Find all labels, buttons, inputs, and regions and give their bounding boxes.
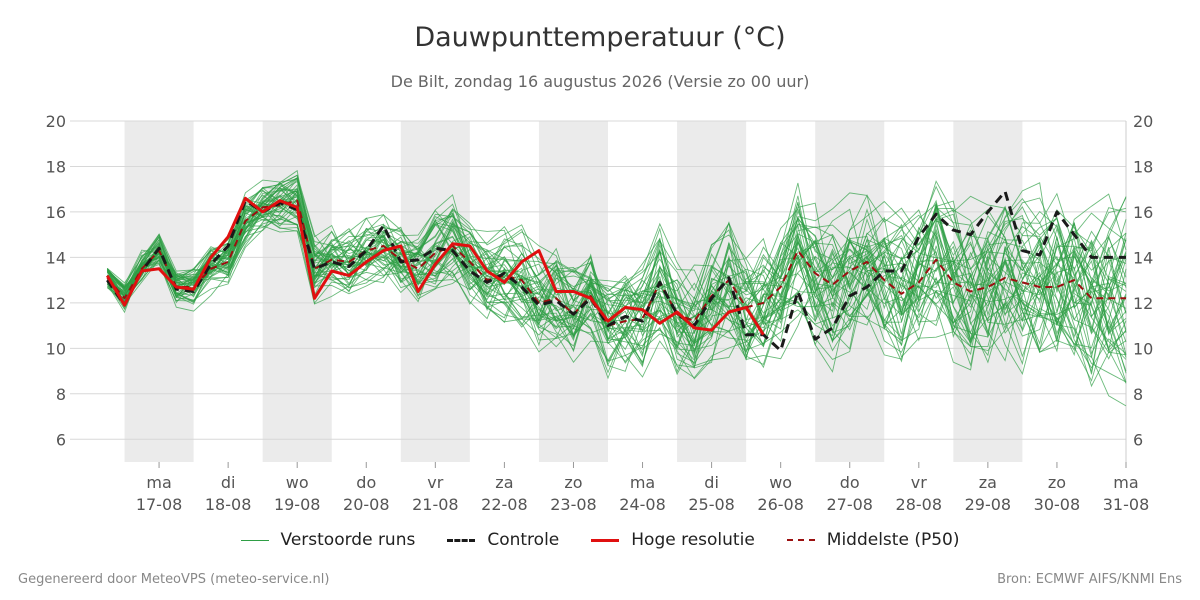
x-tick-weekday: za [979, 473, 997, 492]
x-tick-date: 25-08 [688, 495, 735, 514]
ensemble-member-line [106, 213, 1127, 369]
legend-label-control: Controle [487, 530, 560, 550]
y-tick-label-left: 6 [56, 430, 66, 449]
y-tick-label-right: 8 [1133, 385, 1143, 404]
x-axis-ticks: ma 17-08 di 18-08 wo 19-08 do 20-08 vr 21-08 za 22-… [136, 462, 1149, 514]
x-tick-date: 27-08 [826, 495, 873, 514]
x-tick-date: 23-08 [550, 495, 597, 514]
x-tick-weekday: ma [1113, 473, 1138, 492]
legend-swatch-ensemble [240, 539, 269, 541]
x-tick-weekday: zo [564, 473, 582, 492]
x-tick-weekday: vr [911, 473, 927, 492]
legend: Verstoorde runs Controle Hoge resolutie … [0, 530, 1200, 550]
x-tick-weekday: di [221, 473, 236, 492]
y-axis-ticks: 6 6 8 8 10 10 12 12 14 14 16 16 18 18 20 20 [46, 112, 1154, 449]
x-tick-date: 18-08 [205, 495, 252, 514]
ensemble-member-line [107, 177, 1127, 356]
x-tick-weekday: ma [630, 473, 655, 492]
ensemble-member-line [107, 205, 1127, 363]
ensemble-member-line [106, 194, 1127, 376]
x-tick-weekday: wo [286, 473, 309, 492]
legend-item-ensemble: Verstoorde runs [240, 530, 416, 550]
ensemble-member-line [106, 188, 1127, 388]
x-tick-date: 26-08 [757, 495, 804, 514]
footer-source: Bron: ECMWF AIFS/KNMI Ens [997, 572, 1182, 587]
x-tick-weekday: di [704, 473, 719, 492]
y-tick-label-left: 18 [46, 157, 66, 176]
ensemble-member-line [106, 211, 1127, 380]
x-tick-date: 19-08 [274, 495, 321, 514]
shaded-band [400, 121, 470, 462]
y-tick-label-right: 14 [1133, 248, 1153, 267]
ensemble-member-line [107, 174, 1127, 358]
x-tick-date: 24-08 [619, 495, 666, 514]
legend-item-control: Controle [447, 530, 559, 550]
main-lines [106, 190, 1126, 353]
x-tick-weekday: zo [1048, 473, 1066, 492]
legend-label-median: Middelste (P50) [826, 530, 960, 550]
y-tick-label-left: 8 [56, 385, 66, 404]
y-tick-label-left: 14 [46, 248, 66, 267]
y-tick-label-right: 6 [1133, 430, 1143, 449]
x-tick-date: 20-08 [343, 495, 390, 514]
legend-swatch-median [786, 539, 815, 541]
ensemble-member-line [107, 195, 1127, 366]
x-tick-date: 30-08 [1034, 495, 1081, 514]
y-tick-label-right: 18 [1133, 157, 1153, 176]
y-tick-label-left: 16 [46, 203, 66, 222]
legend-label-ensemble: Verstoorde runs [280, 530, 416, 550]
footer-generator: Gegenereerd door MeteoVPS (meteo-service… [18, 572, 330, 587]
y-tick-label-left: 20 [46, 112, 66, 131]
chart-title: Dauwpunttemperatuur (°C) [414, 22, 786, 53]
x-tick-weekday: vr [427, 473, 443, 492]
legend-swatch-hires [591, 538, 620, 542]
x-tick-weekday: wo [769, 473, 792, 492]
x-tick-weekday: do [356, 473, 376, 492]
y-tick-label-right: 12 [1133, 294, 1153, 313]
legend-item-median: Middelste (P50) [786, 530, 960, 550]
x-tick-weekday: za [495, 473, 513, 492]
legend-swatch-control [447, 538, 476, 542]
ensemble-member-line [106, 180, 1127, 368]
control-line [106, 190, 1126, 353]
y-tick-label-right: 16 [1133, 203, 1153, 222]
x-tick-date: 29-08 [965, 495, 1012, 514]
x-tick-weekday: do [840, 473, 860, 492]
ensemble-member-line [107, 194, 1127, 359]
ensemble-member-line [106, 186, 1127, 382]
y-tick-label-right: 20 [1133, 112, 1153, 131]
x-tick-weekday: ma [146, 473, 171, 492]
x-tick-date: 31-08 [1103, 495, 1150, 514]
ensemble-member-line [106, 208, 1127, 367]
hires-line [106, 196, 765, 336]
x-tick-date: 22-08 [481, 495, 528, 514]
ensemble-member-line [107, 205, 1127, 340]
x-tick-date: 17-08 [136, 495, 183, 514]
weekend-bands [124, 121, 1023, 462]
x-tick-date: 28-08 [896, 495, 943, 514]
legend-item-hires: Hoge resolutie [591, 530, 755, 550]
x-tick-date: 21-08 [412, 495, 459, 514]
chart-subtitle: De Bilt, zondag 16 augustus 2026 (Versie… [390, 72, 810, 91]
legend-label-hires: Hoge resolutie [631, 530, 755, 550]
y-tick-label-left: 10 [46, 339, 66, 358]
y-tick-label-left: 12 [46, 294, 66, 313]
y-tick-label-right: 10 [1133, 339, 1153, 358]
